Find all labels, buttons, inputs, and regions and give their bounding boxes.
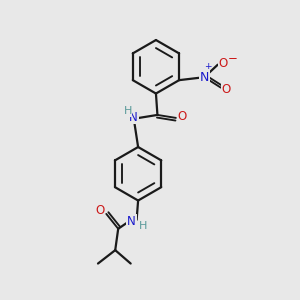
- Text: H: H: [124, 106, 132, 116]
- Text: O: O: [221, 82, 231, 96]
- Text: O: O: [178, 110, 187, 123]
- Text: +: +: [204, 62, 212, 71]
- Text: N: N: [200, 71, 209, 84]
- Text: O: O: [218, 57, 228, 70]
- Text: −: −: [228, 52, 238, 65]
- Text: H: H: [138, 221, 147, 231]
- Text: N: N: [129, 110, 138, 124]
- Text: N: N: [127, 215, 136, 228]
- Text: O: O: [95, 204, 104, 218]
